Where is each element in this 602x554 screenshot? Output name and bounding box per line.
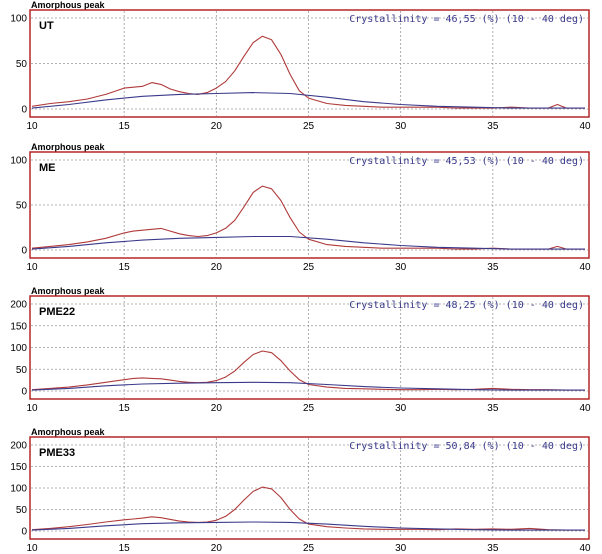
panel-frame — [29, 151, 590, 259]
x-tick-label: 20 — [211, 403, 223, 414]
panel-frame — [29, 295, 590, 400]
crystallinity-annotation: Crystallinity = 45,53 (%) (10 - 40 deg) — [349, 156, 584, 167]
y-tick-label: 0 — [21, 246, 27, 257]
x-tick-label: 35 — [487, 403, 499, 414]
panel-me: Amorphous peak 0 50 100 10 15 20 25 30 35 40 ME Crys… — [10, 142, 591, 273]
x-tick-label: 15 — [119, 543, 131, 554]
background-curve — [31, 92, 585, 109]
x-tick-label: 30 — [395, 403, 407, 414]
y-tick-label: 50 — [16, 59, 28, 70]
x-tick-label: 10 — [26, 262, 38, 273]
panel-frame — [29, 9, 590, 118]
y-tick-label: 50 — [16, 365, 28, 376]
x-tick-label: 30 — [395, 262, 407, 273]
x-tick-label: 40 — [579, 121, 591, 132]
y-tick-label: 0 — [21, 105, 27, 116]
panel-title: Amorphous peak — [31, 286, 106, 296]
crystallinity-annotation: Crystallinity = 48,25 (%) (10 - 40 deg) — [349, 300, 584, 311]
x-tick-label: 40 — [579, 403, 591, 414]
y-tick-label: 0 — [21, 387, 27, 398]
sample-label: PME33 — [39, 447, 75, 459]
x-tick-label: 15 — [119, 403, 131, 414]
x-tick-label: 25 — [303, 403, 315, 414]
panel-ut: Amorphous peak 0 50 100 10 15 20 25 30 35 40 UT Crys… — [10, 0, 591, 132]
x-tick-label: 20 — [211, 543, 223, 554]
x-tick-label: 15 — [119, 121, 131, 132]
x-tick-label: 20 — [211, 262, 223, 273]
y-tick-label: 150 — [10, 321, 27, 332]
panel-title: Amorphous peak — [31, 142, 106, 152]
y-tick-label: 150 — [10, 462, 27, 473]
sample-label: PME22 — [39, 306, 75, 318]
x-tick-label: 35 — [487, 121, 499, 132]
x-tick-label: 25 — [303, 121, 315, 132]
y-tick-label: 100 — [10, 484, 27, 495]
x-tick-label: 25 — [303, 543, 315, 554]
x-tick-label: 15 — [119, 262, 131, 273]
y-tick-label: 200 — [10, 300, 27, 311]
x-tick-label: 40 — [579, 262, 591, 273]
panel-pme33: Amorphous peak 0 50 100 150 200 10 15 20 25 30 35 40… — [10, 427, 591, 554]
y-tick-label: 50 — [16, 201, 28, 212]
y-tick-label: 0 — [21, 527, 27, 538]
sample-label: ME — [39, 162, 56, 174]
y-tick-label: 100 — [10, 156, 27, 167]
y-tick-label: 100 — [10, 14, 27, 25]
measured-curve — [31, 35, 585, 109]
y-tick-label: 200 — [10, 441, 27, 452]
x-tick-label: 20 — [211, 121, 223, 132]
crystallinity-annotation: Crystallinity = 46,55 (%) (10 - 40 deg) — [349, 14, 584, 25]
x-tick-label: 30 — [395, 543, 407, 554]
panel-frame — [29, 436, 590, 540]
background-curve — [31, 381, 585, 391]
panel-title: Amorphous peak — [31, 0, 106, 10]
x-tick-label: 30 — [395, 121, 407, 132]
y-tick-label: 50 — [16, 505, 28, 516]
x-tick-label: 10 — [26, 403, 38, 414]
panel-pme22: Amorphous peak 0 50 100 150 200 10 15 20 25 30 35 40… — [10, 286, 591, 414]
background-curve — [31, 521, 585, 531]
measured-curve — [31, 185, 585, 250]
panel-title: Amorphous peak — [31, 427, 106, 437]
x-tick-label: 10 — [26, 121, 38, 132]
x-tick-label: 35 — [487, 262, 499, 273]
x-tick-label: 35 — [487, 543, 499, 554]
sample-label: UT — [39, 20, 54, 32]
y-tick-label: 100 — [10, 343, 27, 354]
x-tick-label: 40 — [579, 543, 591, 554]
x-tick-label: 10 — [26, 543, 38, 554]
background-curve — [31, 235, 585, 250]
x-tick-label: 25 — [303, 262, 315, 273]
crystallinity-annotation: Crystallinity = 50,84 (%) (10 - 40 deg) — [349, 441, 584, 452]
